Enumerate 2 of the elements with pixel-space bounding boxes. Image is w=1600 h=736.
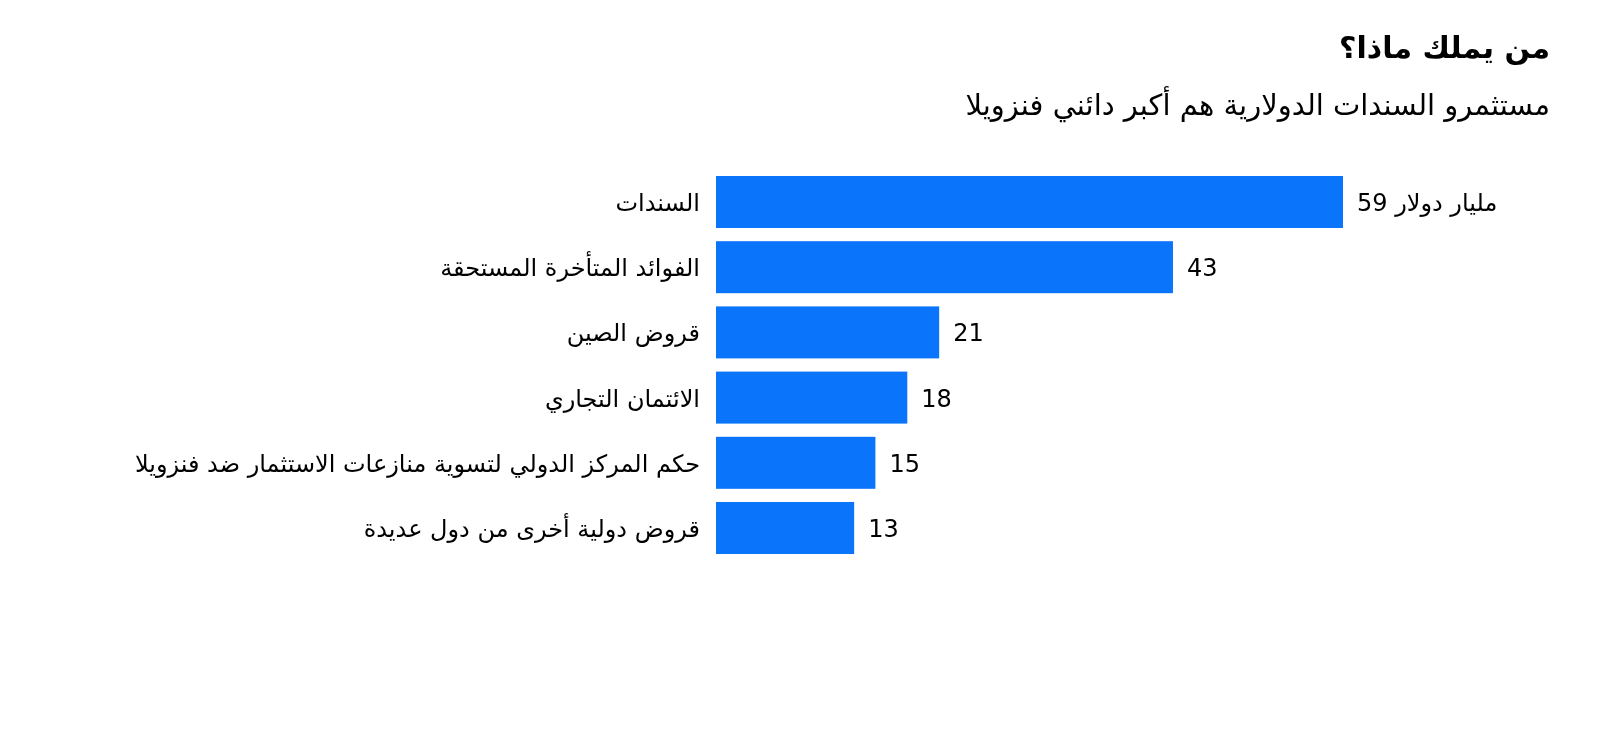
title: من يملك ماذا؟ <box>1339 30 1550 65</box>
subtitle: مستثمرو السندات الدولارية هم أكبر دائني فنزويلا <box>965 88 1550 122</box>
